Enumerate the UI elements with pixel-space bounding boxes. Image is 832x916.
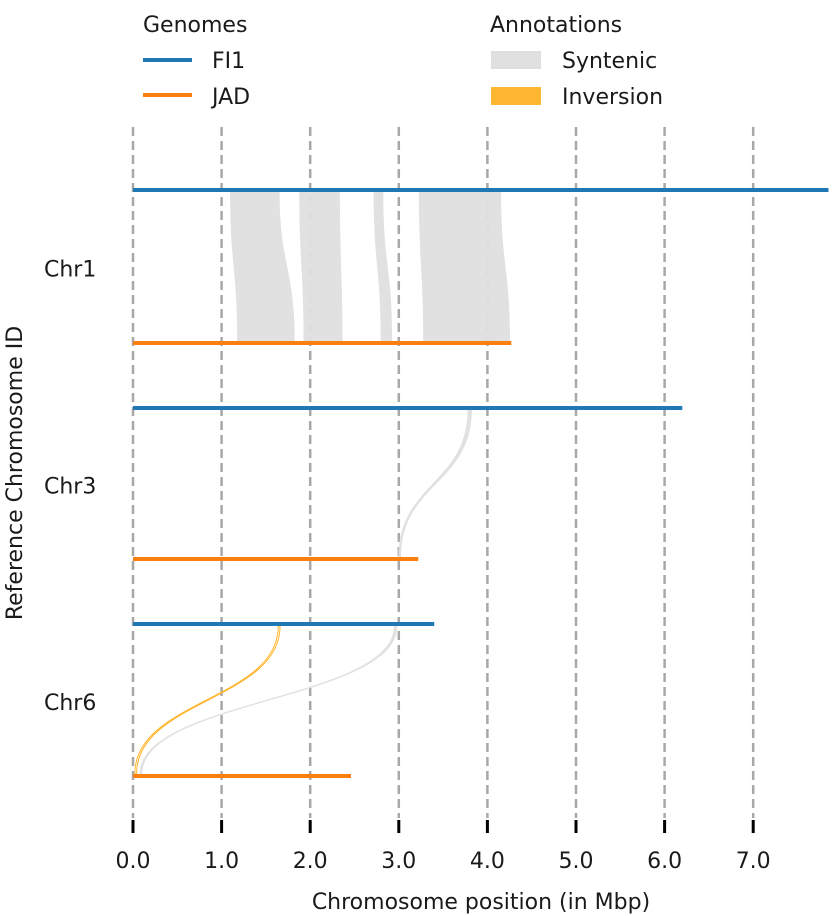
chromosome-label: Chr6 (44, 691, 96, 716)
syntenic-region (230, 191, 295, 342)
x-tick-label: 1.0 (204, 849, 239, 874)
x-tick-label: 0.0 (116, 849, 151, 874)
syntenic-region (418, 191, 510, 342)
x-tick-label: 3.0 (381, 849, 416, 874)
legend-inversion-swatch (491, 87, 541, 105)
x-axis-title: Chromosome position (in Mbp) (312, 890, 650, 915)
x-tick-label: 2.0 (293, 849, 328, 874)
legend-jad-label: JAD (210, 85, 250, 110)
chromosome-lines (133, 188, 829, 778)
legend-annotations: Annotations Syntenic Inversion (490, 13, 663, 110)
legend-annotations-title: Annotations (490, 13, 622, 38)
x-tick-label: 6.0 (647, 849, 682, 874)
chromosome-label: Chr3 (44, 475, 96, 500)
syntenic-region (139, 625, 398, 775)
legend-syntenic-swatch (491, 51, 541, 69)
x-tick-label: 7.0 (736, 849, 771, 874)
syntenic-region (299, 191, 343, 342)
legend-fi1-label: FI1 (212, 49, 245, 74)
legend-genomes: Genomes FI1 JAD (143, 13, 250, 110)
legend-genomes-title: Genomes (143, 13, 247, 38)
chromosome-labels: Chr1 Chr3 Chr6 (44, 258, 96, 717)
x-tick-label: 4.0 (470, 849, 505, 874)
y-axis-title: Reference Chromosome ID (3, 326, 28, 620)
x-axis: 0.0 1.0 2.0 3.0 4.0 5.0 6.0 7.0 (116, 820, 771, 874)
syntenic-region (373, 191, 393, 342)
chromosome-label: Chr1 (44, 258, 96, 283)
x-tick-label: 5.0 (559, 849, 594, 874)
inversion-region (134, 625, 281, 775)
legend-inversion-label: Inversion (562, 85, 663, 110)
legend-syntenic-label: Syntenic (562, 49, 657, 74)
syntenic-region (398, 409, 472, 558)
grid-lines (131, 127, 755, 818)
synteny-regions (134, 191, 510, 775)
